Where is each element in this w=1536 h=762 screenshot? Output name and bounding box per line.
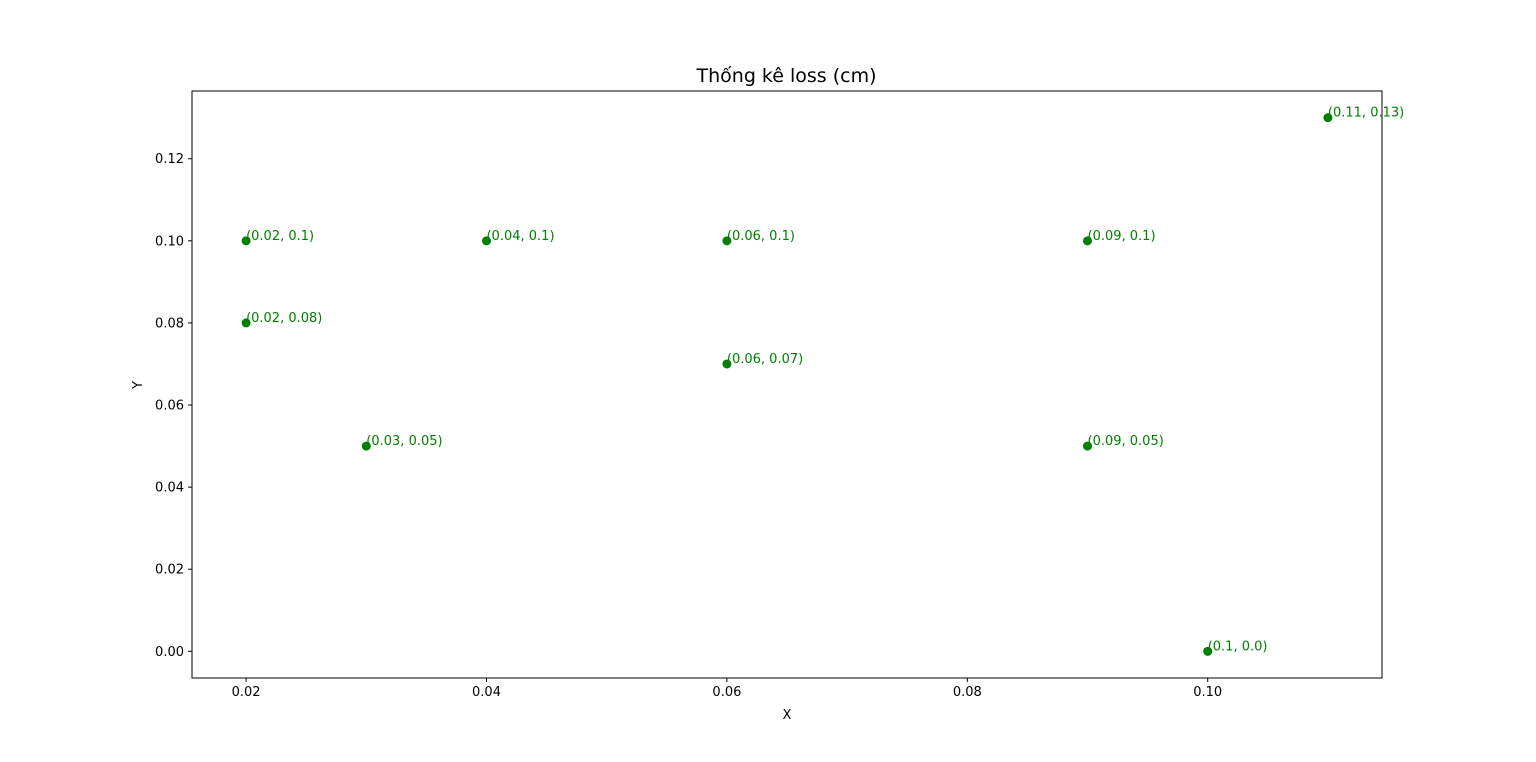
x-axis-label: X [783, 708, 792, 723]
y-tick-label: 0.06 [155, 399, 184, 414]
x-tick-label: 0.02 [232, 685, 261, 700]
y-tick-label: 0.02 [155, 563, 184, 578]
x-tick-label: 0.04 [472, 685, 501, 700]
data-point-label: (0.02, 0.1) [246, 229, 314, 244]
data-point [1083, 236, 1093, 246]
data-point-label: (0.09, 0.05) [1088, 434, 1164, 449]
data-point [241, 318, 251, 328]
x-tick-label: 0.06 [712, 685, 741, 700]
data-point-label: (0.09, 0.1) [1088, 229, 1156, 244]
x-tick-label: 0.08 [953, 685, 982, 700]
data-point-label: (0.03, 0.05) [366, 434, 442, 449]
data-point-label: (0.06, 0.1) [727, 229, 795, 244]
x-axis-ticks: 0.02 0.04 0.06 0.08 0.10 [232, 678, 1222, 700]
chart-title: Thống kê loss (cm) [696, 65, 877, 87]
data-point [1083, 441, 1093, 451]
data-point-label: (0.06, 0.07) [727, 352, 803, 367]
data-point [361, 441, 371, 451]
y-axis-ticks: 0.00 0.02 0.04 0.06 0.08 0.10 0.12 [155, 152, 192, 660]
data-point [1323, 113, 1333, 123]
data-point [1203, 646, 1213, 656]
y-tick-label: 0.04 [155, 481, 184, 496]
data-point [722, 236, 732, 246]
data-point [481, 236, 491, 246]
data-point-label: (0.02, 0.08) [246, 311, 322, 326]
data-point-label: (0.11, 0.13) [1328, 106, 1404, 121]
data-point [722, 359, 732, 369]
y-axis-label: Y [131, 381, 146, 390]
data-point-label: (0.1, 0.0) [1208, 639, 1268, 654]
x-tick-label: 0.10 [1193, 685, 1222, 700]
plot-area-frame [191, 90, 1383, 679]
y-tick-label: 0.10 [155, 234, 184, 249]
y-tick-label: 0.12 [155, 152, 184, 167]
data-points: (0.02, 0.1) (0.02, 0.08) (0.03, 0.05) (0.04… [241, 106, 1404, 656]
data-point [241, 236, 251, 246]
y-tick-label: 0.08 [155, 316, 184, 331]
data-point-label: (0.04, 0.1) [486, 229, 554, 244]
y-tick-label: 0.00 [155, 645, 184, 660]
